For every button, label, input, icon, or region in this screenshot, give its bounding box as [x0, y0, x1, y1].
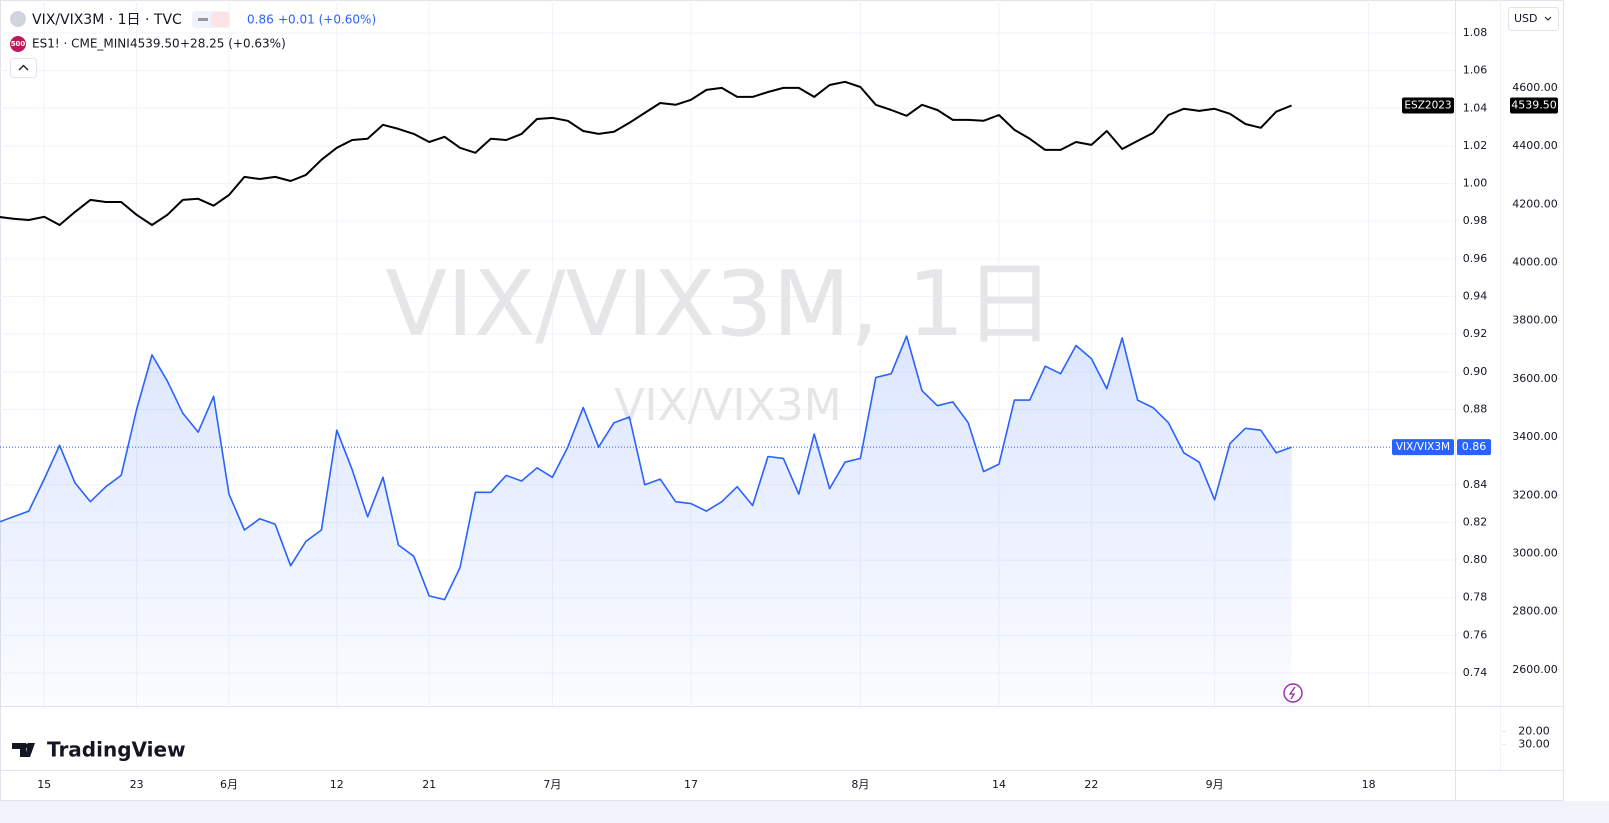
y-tick-label: 0.96: [1463, 252, 1488, 265]
y2-tick-label: 2800.00: [1512, 605, 1558, 618]
y-tick-label: 1.06: [1463, 64, 1488, 77]
y-tick-label: 1.04: [1463, 101, 1488, 114]
y-tick-label: 0.94: [1463, 290, 1488, 303]
price-badge-label: 0.86: [1462, 440, 1487, 453]
status-icon: [198, 18, 208, 21]
watermark-title: VIX/VIX3M, 1日: [385, 252, 1054, 357]
price-change: +0.01 (+0.60%): [278, 13, 376, 27]
y-tick-label: 0.90: [1463, 365, 1488, 378]
event-icon[interactable]: [1283, 683, 1303, 703]
price: 0.86: [247, 13, 274, 27]
compare-icon: [10, 36, 26, 52]
series-badge: [1402, 97, 1454, 114]
y-tick-label: 0.88: [1463, 402, 1488, 415]
y-tick-label: 0.76: [1463, 628, 1488, 641]
price-badge-label: 4539.50: [1511, 98, 1557, 111]
x-tick-label: 6月: [220, 778, 238, 791]
series-name: ESZ2023: [1404, 99, 1451, 111]
x-tick-label: 9月: [1206, 778, 1224, 791]
y2-tick-label: 2600.00: [1512, 663, 1558, 676]
line: [0, 80, 1292, 226]
x-tick-label: 8月: [851, 778, 869, 791]
x-tick-label: 14: [992, 778, 1006, 791]
y2-tick-label: 4400.00: [1512, 139, 1558, 152]
logo[interactable]: TradingView: [47, 738, 186, 762]
frame: [0, 0, 1564, 801]
currency-caret: [1544, 16, 1552, 21]
x-tick-label: 15: [37, 778, 51, 791]
x-tick-label: 22: [1084, 778, 1098, 791]
x-tick-label: 12: [330, 778, 344, 791]
line: [0, 335, 1292, 601]
symbol[interactable]: VIX/VIX3M · 1日 · TVC: [32, 12, 182, 28]
watermark-subtitle: VIX/VIX3M: [614, 380, 841, 431]
y-tick-label: 0.74: [1463, 666, 1488, 679]
price-badge: [1510, 97, 1558, 114]
compare-change: +28.25 (+0.63%): [180, 37, 286, 51]
y2-tick-label: 3200.00: [1512, 488, 1558, 501]
compare-symbol[interactable]: ES1! · CME_MINI: [32, 37, 130, 51]
x-tick-label: 21: [422, 778, 436, 791]
y-tick-label: 0.92: [1463, 327, 1488, 340]
collapse-button[interactable]: [10, 58, 37, 78]
logo-icon: [25, 743, 30, 749]
axes: 1.08 1.06 1.04 1.02 1.00 0.98 0.96 0.94 0.92 0.90…: [37, 26, 1560, 791]
y-tick-label: 0.82: [1463, 515, 1488, 528]
pane2-tick-label: 30.00: [1518, 737, 1550, 750]
y-tick-label: 1.02: [1463, 139, 1488, 152]
symbol-icon: [10, 11, 26, 27]
y-tick-label: 0.98: [1463, 214, 1488, 227]
x-tick-label: 7月: [543, 778, 561, 791]
y-tick-label: 1.00: [1463, 177, 1488, 190]
event-icon: [1288, 686, 1296, 700]
y-tick-label: 1.08: [1463, 26, 1488, 39]
y-tick-label: 0.84: [1463, 478, 1488, 491]
area: [0, 336, 1292, 706]
y2-tick-label: 3600.00: [1512, 372, 1558, 385]
y2-tick-label: 4200.00: [1512, 197, 1558, 210]
y2-tick-label: 3800.00: [1512, 314, 1558, 327]
y-tick-label: 0.80: [1463, 553, 1488, 566]
plot: [0, 80, 1455, 706]
compare-price: 4539.50: [130, 37, 180, 51]
series-name: VIX/VIX3M: [1396, 441, 1450, 453]
currency-button[interactable]: [1508, 7, 1559, 31]
y2-tick-label: 4000.00: [1512, 255, 1558, 268]
series-badge: [1392, 439, 1454, 456]
y2-tick-label: 4600.00: [1512, 81, 1558, 94]
x-tick-label: 17: [684, 778, 698, 791]
x-tick-label: 23: [130, 778, 144, 791]
x-tick-label: 18: [1362, 778, 1376, 791]
y-tick-label: 0.78: [1463, 591, 1488, 604]
price-badge: [1457, 439, 1491, 456]
y2-tick-label: 3400.00: [1512, 430, 1558, 443]
currency: USD: [1514, 12, 1538, 25]
y2-tick-label: 3000.00: [1512, 547, 1558, 560]
compare-icon-text: 500: [11, 40, 26, 48]
collapse-icon: [18, 64, 29, 71]
bottom-strip: [0, 801, 1609, 823]
pane2-tick-label: 20.00: [1518, 724, 1550, 737]
status-icon: [211, 12, 229, 27]
